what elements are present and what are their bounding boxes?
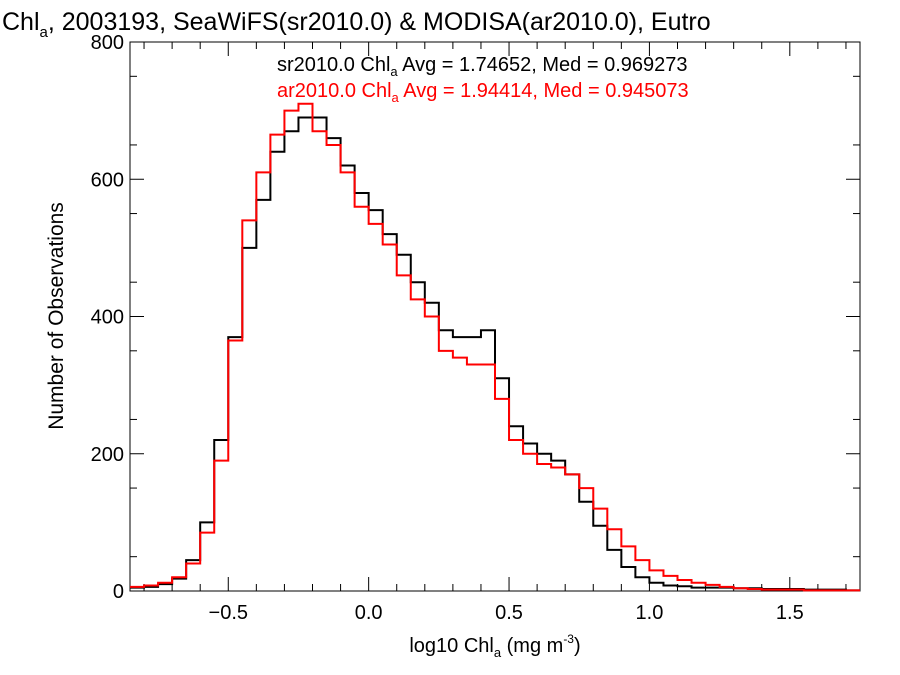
chart-title: Chla, 2003193, SeaWiFS(sr2010.0) & MODIS… [2, 8, 711, 41]
x-axis-label: log10 Chla (mg m-3) [409, 632, 580, 660]
y-axis-label: Number of Observations [45, 202, 68, 430]
x-tick-label: 0.5 [495, 602, 523, 624]
plot-frame [129, 41, 861, 592]
series-line-0 [130, 116, 860, 592]
x-tick-label: 0.0 [355, 602, 383, 624]
y-tick-label: 600 [91, 169, 124, 191]
series-line-1 [130, 102, 860, 592]
y-tick-label: 400 [91, 307, 124, 329]
series-0 [130, 116, 860, 592]
x-tick-label: −0.5 [209, 602, 248, 624]
y-tick-label: 200 [91, 444, 124, 466]
y-tick-label: 800 [91, 32, 124, 54]
x-tick-labels: −0.5 0.0 0.5 1.0 1.5 [209, 602, 804, 624]
annotation-sr2010: sr2010.0 Chla Avg = 1.74652, Med = 0.969… [277, 54, 688, 79]
series-layer [130, 102, 860, 592]
series-1 [130, 102, 860, 592]
x-tick-label: 1.5 [776, 602, 804, 624]
x-tick-label: 1.0 [636, 602, 664, 624]
y-tick-labels: 0 200 400 600 800 [91, 32, 124, 603]
axis-ticks [130, 41, 860, 592]
y-tick-label: 0 [113, 581, 124, 603]
annotation-ar2010: ar2010.0 Chla Avg = 1.94414, Med = 0.945… [277, 80, 689, 105]
